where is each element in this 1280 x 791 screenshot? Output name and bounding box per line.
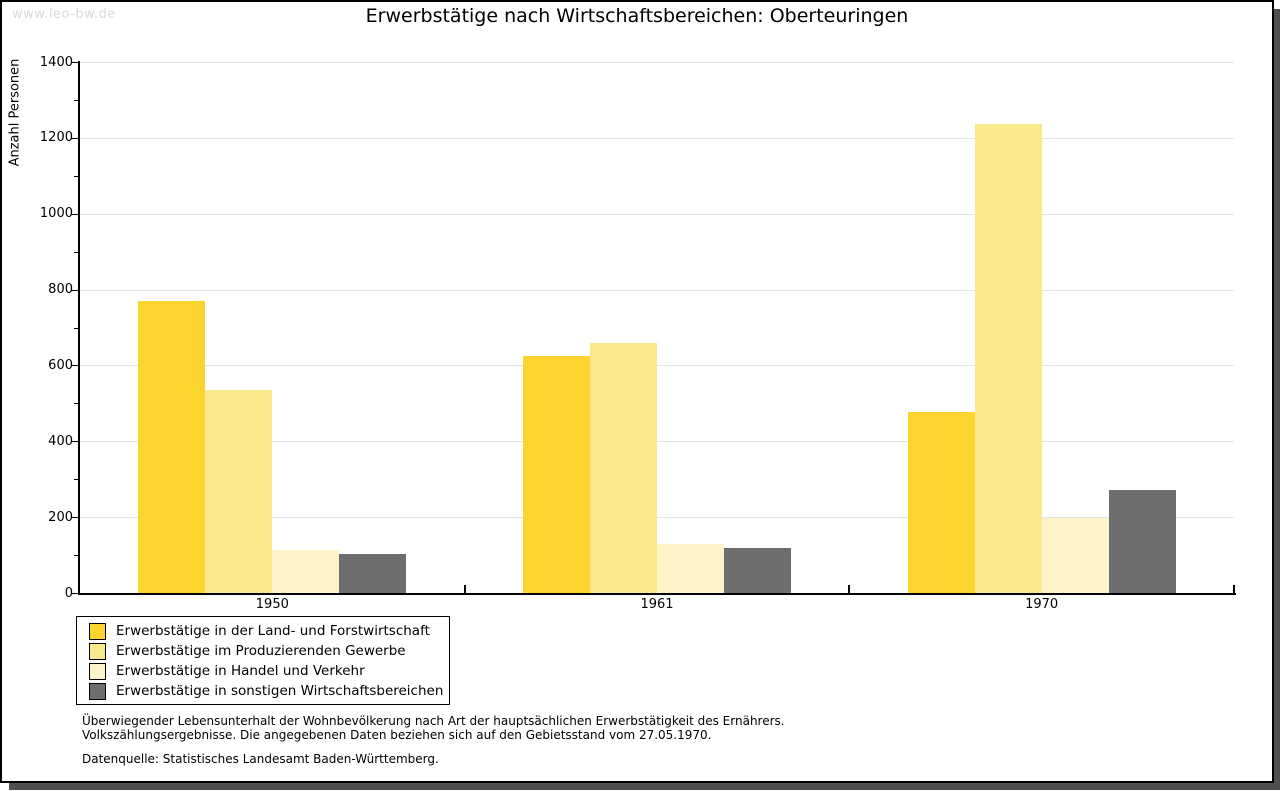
- y-tick-label-1200: 1200: [39, 130, 73, 146]
- bar-1950-series-3: [272, 550, 340, 593]
- legend-item-3: Erwerbstätige in Handel und Verkehr: [77, 661, 449, 681]
- plot-area: [80, 62, 1234, 593]
- legend-swatch-3: [89, 662, 106, 680]
- gridline-400: [80, 441, 1234, 443]
- watermark: www.leo-bw.de: [12, 7, 116, 22]
- legend-swatch-2: [89, 642, 106, 660]
- bar-1950-series-4: [339, 554, 407, 593]
- gridline-1400: [80, 62, 1234, 63]
- y-tick-label-600: 600: [48, 357, 73, 373]
- y-tick-800: [71, 289, 78, 291]
- y-tick-400: [71, 441, 78, 443]
- gridline-1200: [80, 137, 1234, 139]
- bar-1961-series-1: [523, 356, 590, 593]
- y-tick-label-800: 800: [48, 282, 73, 298]
- legend-label-1: Erwerbstätige in der Land- und Forstwirt…: [116, 623, 430, 639]
- y-tick-label-200: 200: [48, 509, 73, 525]
- bar-1970-series-4: [1108, 490, 1176, 593]
- y-tick-1000: [71, 213, 78, 215]
- x-category-label-1970: 1970: [1025, 597, 1059, 612]
- y-tick-0: [71, 593, 78, 594]
- x-axis-line: [78, 593, 1236, 595]
- bar-1970-series-1: [907, 412, 975, 593]
- y-tick-900: [74, 251, 78, 253]
- y-tick-500: [74, 403, 78, 405]
- y-tick-label-0: 0: [64, 585, 73, 601]
- y-tick-label-1000: 1000: [39, 206, 73, 222]
- bar-1961-series-4: [724, 547, 791, 593]
- footnote-text: Überwiegender Lebensunterhalt der Wohnbe…: [82, 714, 785, 742]
- bar-1950-series-1: [138, 300, 206, 593]
- y-tick-1200: [71, 137, 78, 139]
- x-category-label-1961: 1961: [640, 597, 674, 612]
- y-tick-300: [74, 479, 78, 481]
- gridline-800: [80, 289, 1234, 291]
- legend-box: Erwerbstätige in der Land- und Forstwirt…: [76, 616, 450, 705]
- bar-1961-series-3: [657, 544, 724, 593]
- legend-swatch-1: [89, 622, 106, 640]
- legend-label-2: Erwerbstätige im Produzierenden Gewerbe: [116, 643, 406, 659]
- footnote-line-1: Überwiegender Lebensunterhalt der Wohnbe…: [82, 714, 785, 728]
- gridline-600: [80, 365, 1234, 367]
- y-tick-200: [71, 517, 78, 519]
- bar-1961-series-2: [590, 343, 657, 593]
- x-group-tick-1: [463, 585, 466, 593]
- legend-label-3: Erwerbstätige in Handel und Verkehr: [116, 663, 365, 679]
- y-tick-100: [74, 555, 78, 557]
- x-group-tick-3: [1233, 585, 1235, 593]
- legend-item-4: Erwerbstätige in sonstigen Wirtschaftsbe…: [77, 681, 449, 701]
- chart-title: Erwerbstätige nach Wirtschaftsbereichen:…: [365, 5, 909, 27]
- y-axis-label: Anzahl Personen: [7, 58, 23, 167]
- y-tick-label-1400: 1400: [39, 54, 73, 70]
- y-tick-1300: [74, 99, 78, 101]
- legend-swatch-4: [89, 682, 106, 700]
- data-source-text: Datenquelle: Statistisches Landesamt Bad…: [82, 752, 439, 766]
- x-group-tick-2: [848, 585, 851, 593]
- y-tick-700: [74, 327, 78, 329]
- legend-label-4: Erwerbstätige in sonstigen Wirtschaftsbe…: [116, 683, 444, 699]
- gridline-200: [80, 517, 1234, 519]
- gridline-1000: [80, 213, 1234, 215]
- bar-1950-series-2: [205, 389, 273, 593]
- bar-1970-series-3: [1041, 517, 1109, 593]
- legend-item-2: Erwerbstätige im Produzierenden Gewerbe: [77, 641, 449, 661]
- y-axis-line: [78, 61, 80, 595]
- legend-item-1: Erwerbstätige in der Land- und Forstwirt…: [77, 621, 449, 641]
- y-tick-600: [71, 365, 78, 367]
- y-tick-1400: [71, 62, 78, 63]
- x-category-label-1950: 1950: [255, 597, 289, 612]
- footnote-line-2: Volkszählungsergebnisse. Die angegebenen…: [82, 728, 712, 742]
- bar-1970-series-2: [974, 123, 1042, 593]
- y-tick-1100: [74, 175, 78, 177]
- y-tick-label-400: 400: [48, 433, 73, 449]
